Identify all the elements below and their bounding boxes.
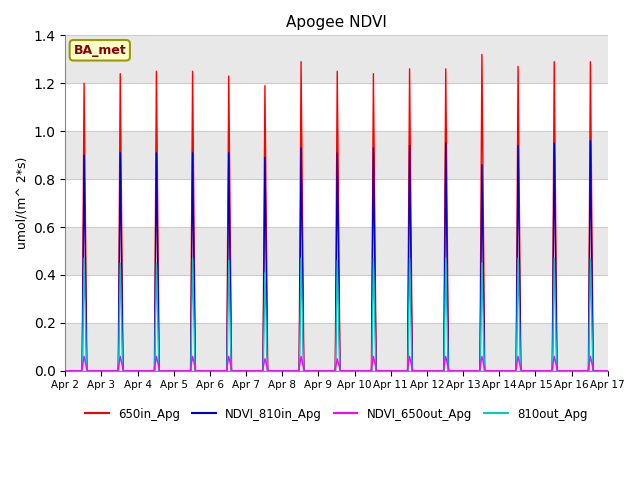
NDVI_650out_Apg <box>604 368 612 373</box>
810out_Apg <box>61 368 69 373</box>
NDVI_810in_Apg <box>172 368 179 373</box>
Bar <box>65 227 608 275</box>
NDVI_810in_Apg <box>177 368 185 373</box>
NDVI_810in_Apg <box>602 368 610 373</box>
810out_Apg <box>602 368 610 373</box>
Line: 810out_Apg: 810out_Apg <box>65 258 608 371</box>
Line: NDVI_650out_Apg: NDVI_650out_Apg <box>65 356 608 371</box>
Legend: 650in_Apg, NDVI_810in_Apg, NDVI_650out_Apg, 810out_Apg: 650in_Apg, NDVI_810in_Apg, NDVI_650out_A… <box>81 403 593 425</box>
650in_Apg <box>412 368 419 373</box>
NDVI_650out_Apg <box>177 368 185 373</box>
650in_Apg <box>604 368 612 373</box>
650in_Apg <box>177 368 185 373</box>
810out_Apg <box>80 255 88 261</box>
NDVI_810in_Apg <box>412 368 419 373</box>
NDVI_810in_Apg <box>587 138 595 144</box>
650in_Apg <box>478 52 486 58</box>
810out_Apg <box>264 368 272 373</box>
NDVI_810in_Apg <box>604 368 612 373</box>
Title: Apogee NDVI: Apogee NDVI <box>286 15 387 30</box>
NDVI_810in_Apg <box>488 368 496 373</box>
650in_Apg <box>602 368 610 373</box>
NDVI_650out_Apg <box>80 353 88 359</box>
810out_Apg <box>177 368 185 373</box>
NDVI_810in_Apg <box>61 368 69 373</box>
810out_Apg <box>412 368 419 373</box>
810out_Apg <box>604 368 612 373</box>
810out_Apg <box>488 368 496 373</box>
NDVI_650out_Apg <box>602 368 610 373</box>
Bar <box>65 323 608 371</box>
NDVI_810in_Apg <box>264 368 272 373</box>
NDVI_650out_Apg <box>264 368 272 373</box>
650in_Apg <box>488 368 496 373</box>
NDVI_650out_Apg <box>61 368 69 373</box>
Y-axis label: umol/(m^ 2*s): umol/(m^ 2*s) <box>15 157 28 249</box>
Line: NDVI_810in_Apg: NDVI_810in_Apg <box>65 141 608 371</box>
650in_Apg <box>61 368 69 373</box>
NDVI_650out_Apg <box>412 368 419 373</box>
810out_Apg <box>172 368 179 373</box>
NDVI_650out_Apg <box>172 368 179 373</box>
650in_Apg <box>264 368 272 373</box>
Line: 650in_Apg: 650in_Apg <box>65 55 608 371</box>
NDVI_650out_Apg <box>488 368 496 373</box>
Bar <box>65 36 608 83</box>
Bar <box>65 131 608 179</box>
Text: BA_met: BA_met <box>74 44 126 57</box>
650in_Apg <box>172 368 179 373</box>
